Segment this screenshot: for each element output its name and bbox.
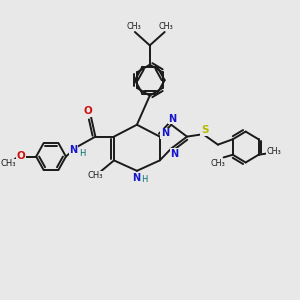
Text: CH₃: CH₃ [126, 22, 141, 31]
Text: O: O [16, 151, 26, 161]
Text: CH₃: CH₃ [267, 147, 281, 156]
Text: N: N [132, 172, 140, 183]
Text: O: O [83, 106, 92, 116]
Text: H: H [79, 149, 85, 158]
Text: CH₃: CH₃ [159, 22, 173, 31]
Text: N: N [170, 149, 178, 159]
Text: H: H [141, 175, 147, 184]
Text: CH₃: CH₃ [211, 159, 225, 168]
Text: CH₃: CH₃ [1, 160, 16, 169]
Text: CH₃: CH₃ [88, 171, 103, 180]
Text: N: N [169, 114, 177, 124]
Text: S: S [201, 125, 208, 135]
Text: N: N [161, 128, 169, 138]
Text: N: N [69, 145, 77, 155]
